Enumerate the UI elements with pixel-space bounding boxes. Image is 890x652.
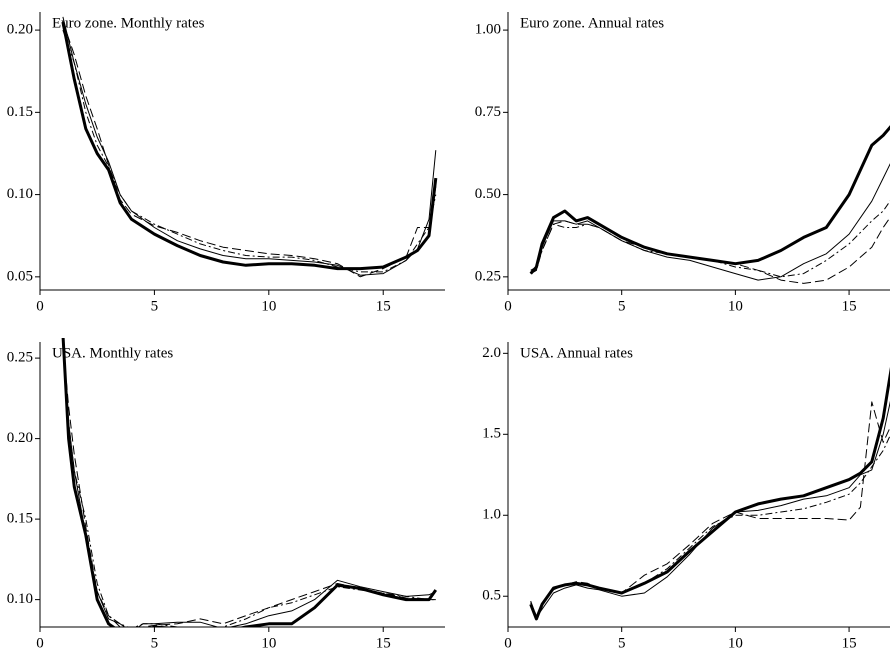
y-tick-label: 0.20 bbox=[7, 430, 33, 446]
x-tick-label: 10 bbox=[728, 635, 743, 651]
series-line bbox=[530, 400, 890, 618]
panel-title: Euro zone. Monthly rates bbox=[52, 15, 205, 31]
panel: 0.5 1.0 1.5 2.0 0 5 10 15 USA. Annual rates bbox=[482, 342, 890, 651]
series-line bbox=[62, 341, 437, 627]
y-tick-label: 0.75 bbox=[475, 104, 501, 120]
x-tick-label: 10 bbox=[261, 298, 276, 314]
y-tick-label: 1.00 bbox=[475, 22, 501, 38]
series-line bbox=[61, 21, 438, 271]
y-tick-label: 1.0 bbox=[482, 507, 501, 523]
series-line bbox=[62, 16, 437, 276]
x-tick-label: 5 bbox=[618, 635, 626, 651]
x-tick-label: 0 bbox=[504, 298, 512, 314]
lines bbox=[61, 338, 438, 627]
panel: 0.05 0.10 0.15 0.20 0 5 10 15 Euro zone. Monthly… bbox=[7, 12, 445, 314]
panel-title: USA. Monthly rates bbox=[52, 345, 173, 361]
panel-title: Euro zone. Annual rates bbox=[520, 15, 664, 31]
series-line bbox=[62, 21, 437, 278]
y-tick-label: 0.10 bbox=[7, 591, 33, 607]
series-line bbox=[62, 341, 436, 627]
x-tick-label: 5 bbox=[151, 635, 159, 651]
y-tick-label: 0.25 bbox=[475, 268, 501, 284]
y-tick-label: 0.15 bbox=[7, 511, 33, 527]
panel: 0.25 0.50 0.75 1.00 0 5 10 15 Euro zone. Annual … bbox=[475, 12, 890, 314]
panel-title: USA. Annual rates bbox=[520, 345, 633, 361]
series-line bbox=[62, 29, 437, 273]
series-line bbox=[530, 401, 890, 618]
x-tick-label: 15 bbox=[842, 298, 857, 314]
y-tick-label: 0.15 bbox=[7, 104, 33, 120]
x-tick-label: 0 bbox=[504, 635, 512, 651]
series-line bbox=[62, 341, 436, 627]
lines bbox=[529, 366, 890, 621]
series-line bbox=[530, 434, 890, 617]
y-tick-label: 2.0 bbox=[482, 345, 501, 361]
x-tick-label: 15 bbox=[376, 298, 391, 314]
y-tick-label: 0.10 bbox=[7, 186, 33, 202]
lines bbox=[61, 16, 438, 278]
y-tick-label: 0.5 bbox=[482, 588, 501, 604]
panel: 0.10 0.15 0.20 0.25 0 5 10 15 USA. Monthly rates bbox=[7, 338, 445, 651]
y-tick-label: 1.5 bbox=[482, 426, 501, 442]
y-tick-label: 0.20 bbox=[7, 22, 33, 38]
y-tick-label: 0.05 bbox=[7, 268, 33, 284]
y-tick-label: 0.25 bbox=[7, 350, 33, 366]
series-line bbox=[530, 200, 890, 278]
y-tick-label: 0.50 bbox=[475, 186, 501, 202]
series-line bbox=[529, 125, 890, 275]
x-tick-label: 5 bbox=[151, 298, 159, 314]
series-line bbox=[530, 163, 890, 281]
x-tick-label: 0 bbox=[36, 298, 44, 314]
x-tick-label: 10 bbox=[728, 298, 743, 314]
x-tick-label: 5 bbox=[618, 298, 626, 314]
x-tick-label: 15 bbox=[376, 635, 391, 651]
series-line bbox=[530, 216, 890, 284]
x-tick-label: 10 bbox=[261, 635, 276, 651]
x-tick-label: 15 bbox=[842, 635, 857, 651]
series-line bbox=[529, 366, 890, 621]
series-line bbox=[61, 338, 438, 627]
lines bbox=[529, 125, 890, 284]
x-tick-label: 0 bbox=[36, 635, 44, 651]
